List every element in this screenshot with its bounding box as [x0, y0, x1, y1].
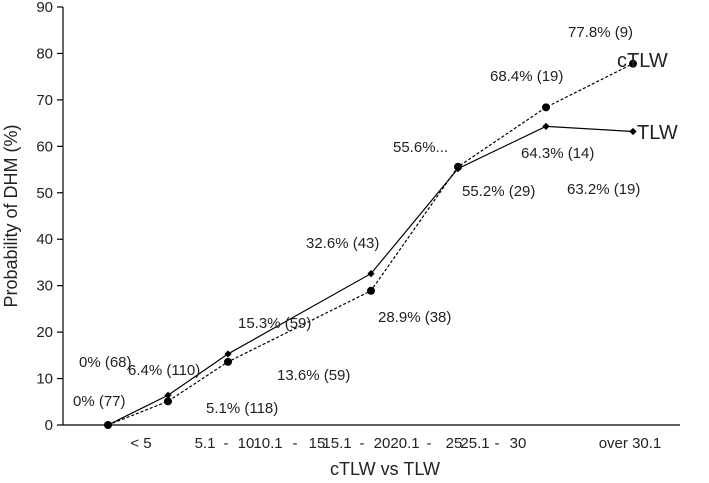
data-label-tlw: 64.3% (14)	[521, 145, 594, 162]
data-point-tlw	[629, 127, 637, 136]
data-point-tlw	[367, 269, 375, 278]
x-tick-label-dash: -	[224, 435, 229, 452]
y-tick-label: 20	[36, 324, 53, 341]
data-label-ctlw: 28.9% (38)	[378, 309, 451, 326]
data-point-ctlw	[542, 103, 550, 112]
data-point-tlw	[542, 122, 550, 130]
data-point-tlw	[104, 421, 112, 429]
data-label-ctlw: 0% (77)	[73, 393, 126, 410]
data-label-ctlw: 5.1% (118)	[206, 400, 278, 417]
data-point-ctlw	[224, 357, 232, 366]
series-layer	[104, 59, 637, 429]
data-label-tlw: 0% (68)	[79, 354, 132, 371]
y-tick-label: 30	[36, 278, 53, 295]
y-tick-label: 40	[36, 231, 53, 248]
x-tick-label: 30	[510, 435, 527, 452]
y-tick-label: 50	[36, 185, 53, 202]
x-axis-title: cTLW vs TLW	[330, 459, 440, 479]
data-label-tlw: 63.2% (19)	[567, 181, 640, 198]
y-tick-label: 70	[36, 92, 53, 109]
data-label-tlw: 6.4% (110)	[128, 362, 200, 379]
data-label-ctlw: 77.8% (9)	[568, 24, 633, 41]
y-tick-label: 10	[36, 371, 53, 388]
x-tick-label: 20.1	[390, 435, 419, 452]
x-tick-label: 10	[238, 435, 255, 452]
x-tick-label: 10.1	[253, 435, 282, 452]
y-tick-label: 60	[36, 138, 53, 155]
y-tick-label: 0	[45, 417, 53, 434]
data-point-tlw	[164, 391, 172, 399]
series-name-tlw: TLW	[637, 122, 678, 144]
y-axis-title: Probability of DHM (%)	[1, 124, 21, 307]
y-axis: 0 10 20 30 40 50 60 70 80 90	[36, 0, 64, 434]
data-point-ctlw	[164, 397, 172, 406]
x-tick-label: 20	[374, 435, 391, 452]
data-label-tlw: 32.6% (43)	[306, 235, 379, 252]
x-tick-label: 25	[446, 435, 463, 452]
y-tick-label: 90	[36, 0, 53, 16]
data-point-tlw	[454, 165, 462, 173]
x-tick-label-dash: -	[360, 435, 365, 452]
x-tick-label: 15	[309, 435, 326, 452]
x-tick-label: 15.1	[322, 435, 351, 452]
y-tick-label: 80	[36, 45, 53, 62]
data-point-tlw	[224, 350, 232, 358]
data-label-tlw: 55.2% (29)	[462, 183, 535, 200]
data-label-layer: cTLW TLW 0% (77) 5.1% (118) 13.6% (59) 28.9% …	[73, 24, 678, 417]
x-tick-label: 5.1	[195, 435, 216, 452]
data-point-ctlw	[367, 286, 375, 295]
data-label-ctlw: 13.6% (59)	[277, 367, 350, 384]
data-label-ctlw: 68.4% (19)	[490, 68, 563, 85]
data-label-ctlw: 55.6%...	[393, 139, 448, 156]
series-name-ctlw: cTLW	[617, 50, 668, 72]
x-tick-label: < 5	[130, 435, 151, 452]
data-label-tlw: 15.3% (59)	[238, 315, 311, 332]
x-tick-label-dash: -	[495, 435, 500, 452]
data-point-ctlw	[629, 59, 637, 68]
x-tick-label: 25.1	[460, 435, 489, 452]
x-tick-label: over 30.1	[599, 435, 662, 452]
x-tick-label-dash: -	[427, 435, 432, 452]
x-tick-label-dash: -	[293, 435, 298, 452]
